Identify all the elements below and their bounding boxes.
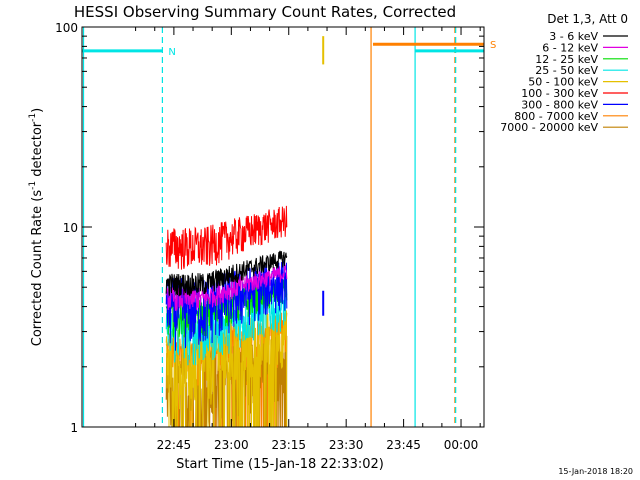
y-tick-label-2: 100	[55, 21, 78, 35]
x-tick-label-2: 23:15	[271, 438, 306, 452]
axes: 1 10 100 22:45 23:00 23:15 23:30 23:45 00:00	[55, 21, 484, 452]
chart-title: HESSI Observing Summary Count Rates, Cor…	[74, 3, 456, 21]
y-axis-label: Corrected Count Rate (s-1 detector-1)	[28, 108, 45, 346]
y-axis-label-main: Corrected Count Rate (s	[30, 190, 45, 347]
y-axis-label-end: )	[30, 108, 45, 113]
legend-label-7: 800 - 7000 keV	[514, 110, 598, 123]
legend-label-3: 25 - 50 keV	[535, 64, 598, 77]
series-line-1	[165, 264, 288, 311]
series-line-0	[165, 250, 288, 297]
flag-label-1: S	[490, 40, 496, 51]
y-axis-label-exp1: -1	[28, 181, 38, 190]
y-tick-label-1: 10	[63, 221, 78, 235]
x-tick-label-4: 23:45	[386, 438, 421, 452]
legend-label-6: 300 - 800 keV	[521, 98, 598, 111]
legend-label-8: 7000 - 20000 keV	[500, 121, 598, 134]
legend-label-5: 100 - 300 keV	[521, 87, 598, 100]
timestamp: 15-Jan-2018 18:20	[558, 467, 633, 476]
x-tick-label-1: 23:00	[214, 438, 249, 452]
legend-label-1: 6 - 12 keV	[542, 41, 598, 54]
x-tick-label-3: 23:30	[329, 438, 364, 452]
flag-label-0: N	[168, 47, 175, 58]
y-axis-label-exp2: -1	[28, 113, 38, 122]
x-tick-label-0: 22:45	[157, 438, 192, 452]
legend-label-2: 12 - 25 keV	[535, 53, 598, 66]
legend-label-4: 50 - 100 keV	[528, 76, 598, 89]
legend-title: Det 1,3, Att 0	[547, 12, 628, 26]
plot-area: NS	[82, 27, 496, 428]
series-line-5	[165, 205, 288, 270]
legend-label-0: 3 - 6 keV	[549, 30, 598, 43]
y-tick-label-0: 1	[70, 421, 78, 435]
x-tick-label-5: 00:00	[444, 438, 479, 452]
y-axis-label-mid: detector	[30, 121, 45, 181]
x-axis-label: Start Time (15-Jan-18 22:33:02)	[176, 457, 384, 472]
